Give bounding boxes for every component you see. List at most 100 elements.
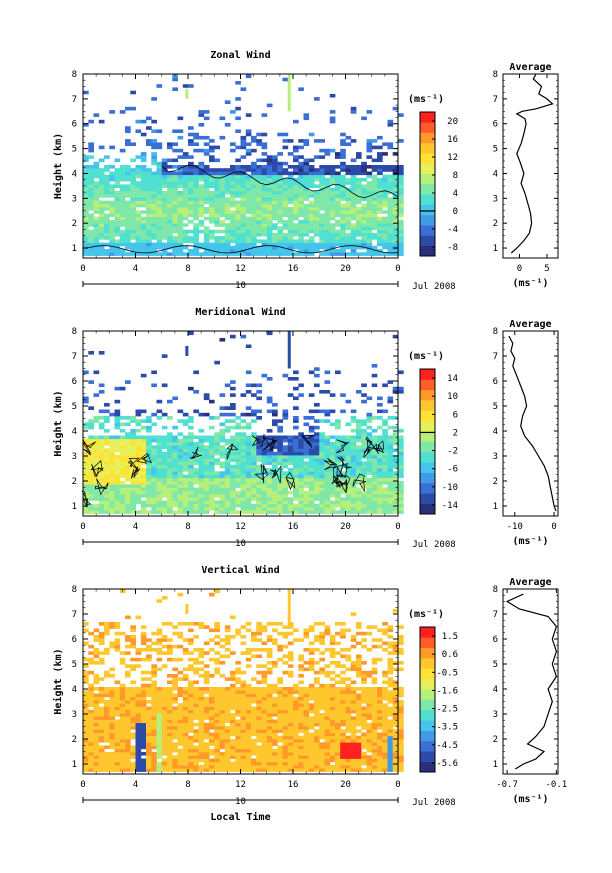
heatmap-cell [182,638,189,642]
heatmap-cell [88,742,94,746]
heatmap-cell [298,87,304,91]
heatmap-cell [240,181,247,185]
heatmap-cell [135,210,142,214]
heatmap-cell [98,145,105,150]
heatmap-cell [224,213,231,218]
heatmap-cell [209,216,215,221]
heatmap-cell [130,190,136,195]
heatmap-cell [245,425,252,430]
heatmap-cell [387,438,394,443]
heatmap-cell [125,670,131,675]
heatmap-cell [209,155,215,159]
heatmap-cell [209,592,215,597]
heatmap-cell [350,174,357,179]
heatmap-cell [256,455,262,459]
heatmap-cell [261,145,268,150]
heatmap-cell [182,713,189,717]
heatmap-cell [109,500,115,505]
heatmap-cell [266,481,273,485]
heatmap-cell [104,184,110,188]
heatmap-cell [303,510,310,514]
heatmap-cell [140,703,147,707]
heatmap-cell [277,190,283,195]
heatmap-cell [135,752,142,756]
heatmap-cell [203,510,210,514]
heatmap-cell [356,229,362,234]
heatmap-cell [282,481,289,485]
heatmap-cell [261,442,268,446]
heatmap-cell [224,232,231,237]
heatmap-cell [188,126,194,130]
heatmap-cell [377,249,383,253]
heatmap-cell [140,471,147,475]
heatmap-cell [371,471,378,475]
heatmap-cell [266,252,273,256]
heatmap-cell [188,755,194,759]
heatmap-cell [135,732,142,737]
heatmap-cell [282,236,289,240]
heatmap-cell [114,680,121,685]
heatmap-cell [287,197,294,201]
heatmap-cell [224,739,231,743]
heatmap-cell [182,700,189,704]
heatmap-cell [356,468,362,472]
heatmap-cell [188,507,194,511]
heatmap-cell [230,683,236,688]
heatmap-cell [287,220,294,224]
heatmap-cell [125,748,131,753]
heatmap-cell [198,742,205,746]
heatmap-cell [387,145,394,150]
heatmap-cell [135,742,142,746]
heatmap-cell [146,752,152,756]
heatmap-cell [392,487,399,492]
heatmap-cell [314,190,320,195]
heatmap-cell [156,471,163,475]
heatmap-cell [93,487,100,492]
heatmap-cell [350,487,357,492]
heatmap-cell [177,223,184,227]
heatmap-cell [172,719,178,724]
heatmap-cell [167,226,173,230]
heatmap-cell [104,709,110,714]
heatmap-cell [240,142,247,146]
heatmap-cell [119,200,126,205]
heatmap-cell [98,500,105,505]
heatmap-cell [371,487,378,492]
heatmap-cell [167,755,173,759]
heatmap-cell [161,696,168,701]
heatmap-cell [140,216,147,221]
heatmap-cell [319,481,325,485]
heatmap-cell [98,477,105,482]
heatmap-cell [256,158,262,163]
heatmap-cell [219,500,226,505]
heatmap-cell [151,481,157,485]
heatmap-cell [224,729,231,733]
heatmap-cell [151,464,157,469]
heatmap-cell [214,145,220,150]
heatmap-cell [125,729,131,733]
heatmap-cell [340,409,346,414]
heatmap-cell [340,232,346,237]
heatmap-cell [104,232,110,237]
heatmap-cell [377,396,383,401]
heatmap-cell [182,412,189,417]
heatmap-cell [356,177,362,182]
heatmap-cell [345,213,352,218]
heatmap-cell [293,158,299,163]
heatmap-cell [130,716,136,720]
heatmap-cell [387,396,394,401]
heatmap-cell [219,249,226,253]
y-tick-label: 3 [72,452,77,462]
heatmap-cell [398,181,404,185]
heatmap-cell [193,510,199,514]
heatmap-cell [98,187,105,192]
heatmap-cell [140,477,147,482]
heatmap-cell [109,200,115,205]
heatmap-cell [256,168,262,172]
heatmap-cell [387,190,394,195]
heatmap-cell [329,451,336,456]
heatmap-cell [245,481,252,485]
heatmap-cell [340,474,346,479]
heatmap-cell [345,461,352,466]
heatmap-cell [114,690,121,694]
